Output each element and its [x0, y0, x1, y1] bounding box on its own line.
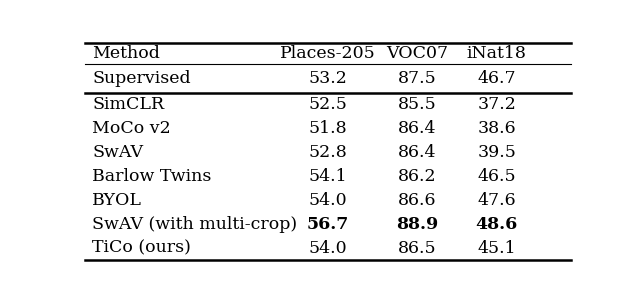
Text: iNat18: iNat18 [467, 45, 527, 62]
Text: Places-205: Places-205 [280, 45, 376, 62]
Text: 51.8: 51.8 [308, 120, 348, 137]
Text: 46.7: 46.7 [477, 70, 516, 87]
Text: 56.7: 56.7 [307, 216, 349, 233]
Text: BYOL: BYOL [92, 192, 142, 209]
Text: 47.6: 47.6 [477, 192, 516, 209]
Text: MoCo v2: MoCo v2 [92, 120, 171, 137]
Text: 88.9: 88.9 [396, 216, 438, 233]
Text: SwAV: SwAV [92, 144, 143, 161]
Text: 54.0: 54.0 [308, 192, 348, 209]
Text: 86.2: 86.2 [398, 168, 436, 185]
Text: 52.8: 52.8 [308, 144, 348, 161]
Text: 38.6: 38.6 [477, 120, 516, 137]
Text: 86.6: 86.6 [398, 192, 436, 209]
Text: 39.5: 39.5 [477, 144, 516, 161]
Text: 86.4: 86.4 [398, 144, 436, 161]
Text: 86.5: 86.5 [398, 240, 436, 256]
Text: 52.5: 52.5 [308, 96, 348, 113]
Text: 85.5: 85.5 [398, 96, 436, 113]
Text: 48.6: 48.6 [476, 216, 518, 233]
Text: 54.0: 54.0 [308, 240, 348, 256]
Text: 46.5: 46.5 [477, 168, 516, 185]
Text: SwAV (with multi-crop): SwAV (with multi-crop) [92, 216, 298, 233]
Text: 37.2: 37.2 [477, 96, 516, 113]
Text: SimCLR: SimCLR [92, 96, 164, 113]
Text: 45.1: 45.1 [477, 240, 516, 256]
Text: VOC07: VOC07 [386, 45, 449, 62]
Text: Supervised: Supervised [92, 70, 191, 87]
Text: 54.1: 54.1 [308, 168, 348, 185]
Text: TiCo (ours): TiCo (ours) [92, 240, 191, 256]
Text: 86.4: 86.4 [398, 120, 436, 137]
Text: Barlow Twins: Barlow Twins [92, 168, 212, 185]
Text: 87.5: 87.5 [398, 70, 436, 87]
Text: 53.2: 53.2 [308, 70, 348, 87]
Text: Method: Method [92, 45, 160, 62]
